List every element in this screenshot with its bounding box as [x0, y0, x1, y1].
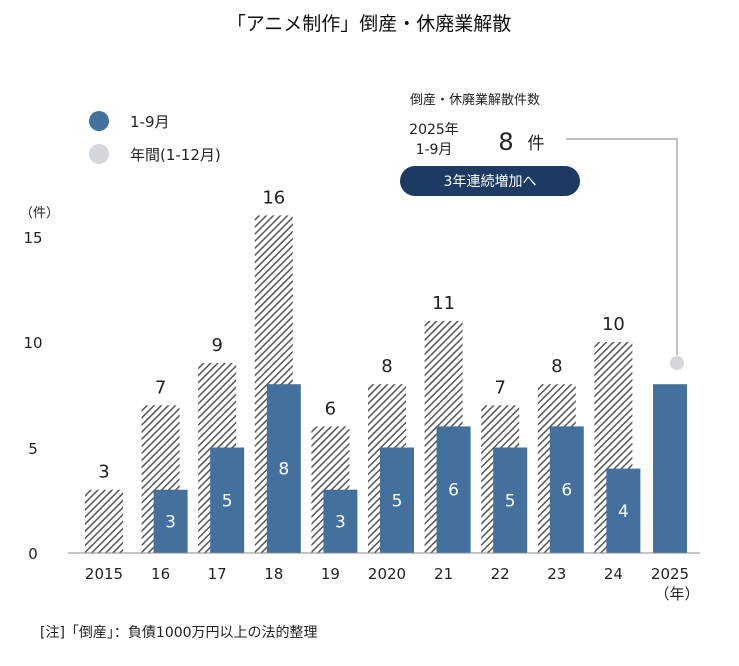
- legend: 1-9月 年間(1-12月): [89, 111, 221, 164]
- annual-value-label: 7: [494, 377, 505, 398]
- x-tick-label: 2015: [85, 565, 123, 583]
- y-axis-unit: （件）: [20, 206, 59, 221]
- y-tick-label: 5: [28, 440, 38, 458]
- ytd-bar: [606, 468, 641, 553]
- ytd-value-label: 4: [618, 502, 629, 522]
- annual-value-label: 7: [155, 377, 166, 398]
- annual-marker: [670, 356, 684, 371]
- x-tick-label: 2025: [651, 565, 689, 583]
- annotation-badge: [400, 166, 580, 196]
- x-tick-label: 23: [547, 565, 566, 583]
- annotation-year: 2025年: [409, 122, 459, 138]
- annotation-value: 8: [498, 128, 513, 156]
- annual-value-label: 6: [325, 398, 336, 419]
- x-axis: 2015 16 17 18 19 2020 21 22 23 24 2025: [85, 565, 689, 583]
- annual-value-label: 10: [602, 314, 625, 335]
- ytd-value-label: 8: [278, 460, 289, 480]
- y-tick-label: 10: [23, 334, 42, 352]
- ytd-value-label: 5: [222, 491, 233, 511]
- x-tick-label: 24: [604, 565, 623, 583]
- annual-value-label: 11: [432, 293, 455, 314]
- annual-bar: [85, 489, 123, 553]
- y-tick-label: 0: [28, 545, 38, 563]
- ytd-bar: [493, 447, 528, 553]
- x-tick-label: 16: [151, 565, 170, 583]
- ytd-value-label: 5: [392, 491, 403, 511]
- annotation-unit: 件: [528, 134, 545, 154]
- x-tick-label: 22: [491, 565, 510, 583]
- annotation-period: 1-9月: [416, 142, 453, 158]
- annotation-badge-text: 3年連続増加へ: [444, 173, 537, 190]
- annotation: 倒産・休廃業解散件数 2025年 1-9月 8 件 3年連続増加へ: [400, 92, 678, 355]
- x-tick-label: 2020: [368, 565, 406, 583]
- legend-label-annual: 年間(1-12月): [130, 146, 221, 164]
- x-tick-label: 17: [208, 565, 227, 583]
- legend-swatch-annual: [89, 144, 109, 164]
- ytd-value-label: 6: [448, 481, 459, 501]
- ytd-value-label: 3: [165, 512, 176, 532]
- y-axis: （件） 15 10 5 0: [20, 206, 59, 563]
- ytd-bar: [323, 489, 358, 553]
- x-tick-label: 18: [264, 565, 283, 583]
- annual-value-label: 3: [98, 462, 109, 483]
- annotation-connector: [566, 138, 678, 355]
- bars: 3 7 3 9 5 16 8 6 3 8 5 11 6 7 5 8 6 10 4: [85, 187, 687, 553]
- footnote: [注]「倒産」：負債1000万円以上の法的整理: [40, 625, 318, 641]
- y-tick-label: 15: [23, 229, 42, 247]
- ytd-value-label: 6: [561, 481, 572, 501]
- annual-value-label: 8: [551, 356, 562, 377]
- ytd-bar: [436, 426, 471, 553]
- x-tick-label: 19: [321, 565, 340, 583]
- chart-title: 「アニメ制作」倒産・休廃業解散: [227, 13, 512, 35]
- ytd-bar: [153, 489, 188, 553]
- ytd-bar: [380, 447, 414, 553]
- annual-value-label: 16: [262, 187, 285, 208]
- ytd-bar: [549, 426, 584, 553]
- legend-swatch-ytd: [89, 111, 109, 131]
- annual-value-label: 9: [211, 335, 222, 356]
- x-axis-unit: （年）: [654, 585, 699, 603]
- ytd-bar: [266, 384, 301, 553]
- ytd-value-label: 3: [335, 512, 346, 532]
- ytd-bar: [653, 384, 687, 553]
- ytd-value-label: 5: [505, 491, 516, 511]
- annual-value-label: 8: [381, 356, 392, 377]
- legend-label-ytd: 1-9月: [130, 113, 170, 131]
- x-tick-label: 21: [434, 565, 453, 583]
- ytd-bar: [210, 447, 245, 553]
- annotation-title: 倒産・休廃業解散件数: [410, 92, 540, 108]
